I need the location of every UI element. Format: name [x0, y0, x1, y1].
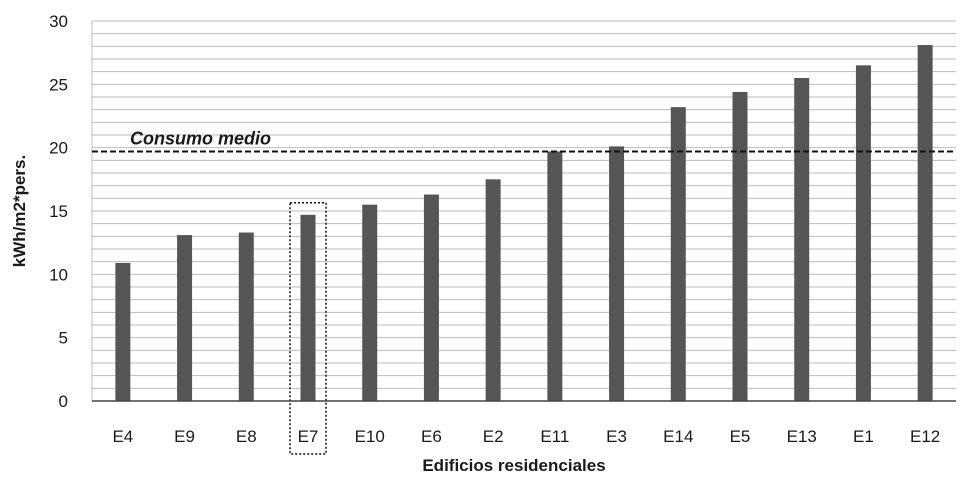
- bar-e11: [547, 151, 563, 401]
- bar-e1: [855, 65, 871, 401]
- y-tick-label: 0: [59, 392, 68, 411]
- bar-e6: [423, 194, 439, 401]
- reference-line-group: Consumo medio: [92, 128, 956, 153]
- bar-e9: [177, 235, 193, 401]
- bar-e14: [670, 107, 686, 401]
- bar-e3: [609, 146, 625, 401]
- bars-group: [115, 45, 933, 402]
- x-tick-labels: E4 E9 E8 E7 E10 E6 E2 E11 E3 E14 E5 E13 E1 E12: [112, 427, 940, 446]
- bar-e7: [300, 214, 316, 401]
- y-tick-label: 20: [49, 139, 68, 158]
- x-tick-label: E14: [663, 427, 693, 446]
- bar-e13: [794, 78, 810, 401]
- y-tick-label: 10: [49, 265, 68, 284]
- x-tick-label: E13: [787, 427, 817, 446]
- x-tick-label: E4: [112, 427, 133, 446]
- highlight-group: [289, 202, 327, 455]
- y-tick-label: 15: [49, 202, 68, 221]
- y-axis-title: kWh/m2*pers.: [10, 155, 29, 267]
- x-tick-label: E3: [606, 427, 627, 446]
- y-tick-label: 25: [49, 75, 68, 94]
- x-tick-label: E1: [853, 427, 874, 446]
- y-tick-labels: 0 5 10 15 20 25 30: [49, 12, 68, 411]
- x-tick-label: E10: [355, 427, 385, 446]
- x-tick-label: E11: [540, 427, 569, 446]
- bar-e4: [115, 262, 131, 401]
- x-tick-label: E7: [298, 427, 319, 446]
- x-tick-label: E6: [421, 427, 442, 446]
- x-axis-title: Edificios residenciales: [422, 456, 605, 475]
- bar-e12: [917, 45, 933, 402]
- x-tick-label: E8: [236, 427, 257, 446]
- reference-line-label: Consumo medio: [130, 128, 271, 148]
- x-tick-label: E12: [910, 427, 940, 446]
- x-tick-label: E2: [483, 427, 504, 446]
- highlight-box: [289, 202, 327, 455]
- y-tick-label: 30: [49, 12, 68, 31]
- y-tick-label: 5: [59, 329, 68, 348]
- bar-e5: [732, 91, 748, 401]
- x-tick-label: E5: [730, 427, 751, 446]
- x-tick-label: E9: [174, 427, 195, 446]
- bar-e8: [238, 232, 254, 401]
- bar-e10: [362, 204, 378, 401]
- grid-lines: [91, 20, 956, 402]
- bar-e2: [485, 179, 501, 401]
